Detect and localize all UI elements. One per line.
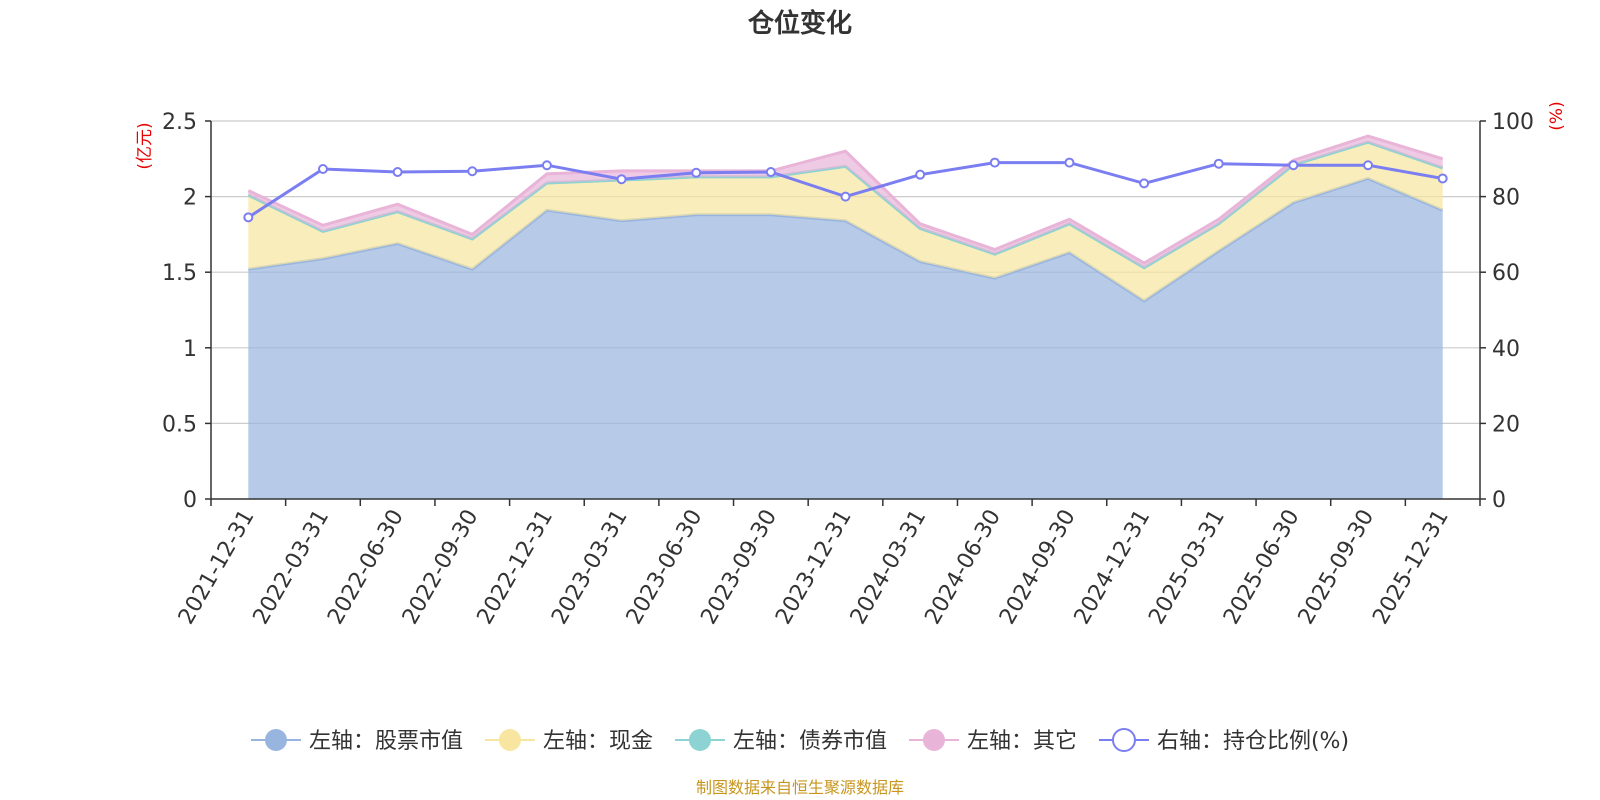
legend-item: 左轴：其它	[908, 729, 1077, 754]
ratio-point	[1139, 178, 1150, 189]
ratio-point	[243, 212, 254, 223]
left-tick-label: 1	[183, 337, 197, 362]
x-tick-label: 2022-06-30	[323, 506, 409, 629]
x-tick-label: 2024-03-31	[846, 505, 932, 628]
x-tick-label: 2024-09-30	[995, 506, 1081, 629]
area-cash	[248, 142, 1443, 301]
ratio-point	[1213, 158, 1224, 169]
legend: 左轴：股票市值 左轴：现金 左轴：债券市值 左轴：其它 右轴：持仓比例(%)	[250, 728, 1349, 754]
legend-circle-icon	[688, 729, 711, 751]
x-tick-label: 2023-06-30	[622, 506, 708, 629]
ratio-point	[1064, 157, 1075, 168]
legend-item: 左轴：股票市值	[250, 729, 463, 754]
legend-hollow-circle-icon	[1111, 728, 1136, 752]
ratio-point	[1363, 160, 1374, 171]
x-tick-label: 2023-09-30	[696, 506, 782, 629]
ratio-point	[317, 164, 328, 175]
ratio-point	[1288, 160, 1299, 171]
x-tick-label: 2024-06-30	[920, 506, 1006, 629]
x-tick-label: 2022-03-31	[249, 506, 335, 629]
right-tick-label: 100	[1492, 110, 1534, 135]
area-other	[248, 136, 1443, 268]
x-tick-label: 2023-12-31	[771, 506, 857, 629]
right-tick-label: 20	[1492, 412, 1520, 437]
left-tick-label: 2	[183, 186, 197, 211]
legend-item: 左轴：现金	[484, 729, 653, 754]
area-stock	[248, 178, 1443, 499]
right-tick-label: 80	[1492, 186, 1520, 211]
legend-label: 左轴：现金	[543, 729, 653, 754]
chart-title: 仓位变化	[747, 8, 852, 39]
area-edge-other	[247, 134, 1444, 265]
ratio-point	[467, 166, 478, 177]
x-tick-label: 2025-09-30	[1294, 506, 1380, 629]
ratio-line-series	[243, 157, 1448, 223]
x-tick-label: 2025-12-31	[1368, 506, 1454, 629]
x-tick-label: 2022-12-31	[473, 506, 559, 629]
legend-item: 左轴：债券市值	[674, 729, 887, 754]
ratio-point	[691, 167, 702, 178]
legend-item: 右轴：持仓比例(%)	[1098, 728, 1349, 754]
left-axis-unit: (亿元)	[135, 122, 155, 169]
legend-label: 左轴：股票市值	[309, 729, 463, 754]
ratio-point	[616, 174, 627, 185]
legend-circle-icon	[264, 729, 287, 751]
right-axis-unit: (%)	[1547, 101, 1567, 130]
right-tick-label: 0	[1492, 488, 1506, 513]
ratio-point	[840, 191, 851, 202]
ratio-point	[392, 167, 403, 178]
right-tick-label: 40	[1492, 337, 1520, 362]
legend-label: 左轴：其它	[967, 729, 1077, 754]
x-tick-label: 2021-12-31	[174, 506, 260, 629]
ratio-point	[989, 157, 1000, 168]
ratio-point	[765, 167, 776, 178]
legend-label: 右轴：持仓比例(%)	[1157, 729, 1349, 754]
source-note: 制图数据来自恒生聚源数据库	[696, 778, 904, 797]
legend-circle-icon	[922, 729, 945, 751]
ratio-point	[915, 169, 926, 180]
left-tick-label: 0.5	[162, 412, 197, 437]
left-tick-label: 2.5	[162, 110, 197, 135]
ratio-point	[541, 160, 552, 171]
left-tick-label: 0	[183, 488, 197, 513]
x-tick-label: 2023-03-31	[547, 506, 633, 629]
stacked-area-series	[247, 134, 1444, 499]
ratio-point	[1437, 173, 1448, 184]
legend-label: 左轴：债券市值	[733, 729, 887, 754]
x-tick-label: 2024-12-31	[1070, 506, 1156, 629]
legend-circle-icon	[498, 729, 521, 751]
x-tick-label: 2025-03-31	[1144, 506, 1230, 629]
x-tick-label: 2022-09-30	[398, 506, 484, 629]
x-tick-label: 2025-06-30	[1219, 506, 1305, 629]
left-tick-label: 1.5	[162, 261, 197, 286]
right-tick-label: 60	[1492, 261, 1520, 286]
